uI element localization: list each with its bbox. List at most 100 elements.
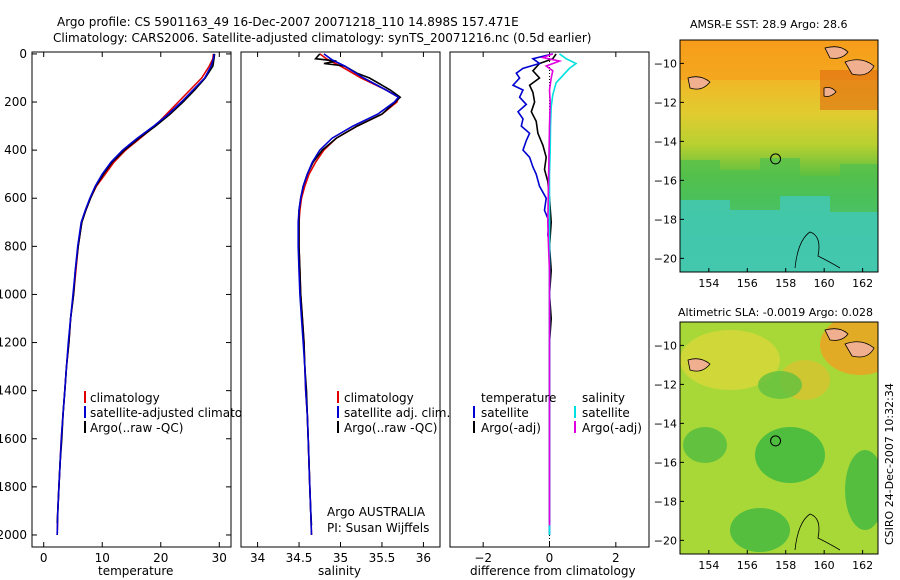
sla-lon-label: 156 bbox=[737, 559, 758, 572]
difference-x-axis: −2 0 2 bbox=[474, 52, 620, 565]
sst-lat-label: −12 bbox=[654, 96, 677, 109]
argo-program-label: Argo AUSTRALIA bbox=[327, 505, 426, 519]
csiro-timestamp: CSIRO 24-Dec-2007 10:32:34 bbox=[883, 383, 896, 545]
sla-island-3 bbox=[687, 358, 711, 372]
salinity-tick-label: 36 bbox=[416, 551, 431, 565]
sst-lat-label: −10 bbox=[654, 57, 677, 70]
difference-tick-label: 0 bbox=[546, 551, 554, 565]
sla-green-blob-4 bbox=[845, 450, 878, 530]
salinity-xlabel: salinity bbox=[318, 564, 361, 578]
sla-green-blob-1 bbox=[755, 427, 825, 483]
depth-tick-label: 600 bbox=[4, 191, 27, 205]
depth-tick-label: 1600 bbox=[0, 432, 27, 446]
diff-sal-argo-line bbox=[540, 53, 563, 526]
temperature-x-axis: 0 10 20 30 bbox=[40, 52, 227, 565]
sst-lon-label: 162 bbox=[852, 277, 873, 290]
sla-map: Altimetric SLA: -0.0019 Argo: 0.028 154 1… bbox=[654, 306, 879, 572]
title-line-1: Argo profile: CS 5901163_49 16-Dec-2007 … bbox=[57, 15, 519, 29]
legend-sal-argo: Argo(..raw -QC) bbox=[344, 421, 437, 435]
difference-xlabel: difference from climatology bbox=[470, 564, 636, 578]
sla-map-title: Altimetric SLA: -0.0019 Argo: 0.028 bbox=[678, 306, 873, 319]
sla-green-blob-5 bbox=[758, 371, 802, 399]
depth-tick-label: 1800 bbox=[0, 480, 27, 494]
sst-map-title: AMSR-E SST: 28.9 Argo: 28.6 bbox=[690, 18, 848, 31]
temperature-satellite-line bbox=[56, 53, 215, 536]
sst-cyan-zone bbox=[680, 196, 878, 272]
sla-profile-location-marker bbox=[770, 435, 782, 447]
legend-satellite: satellite-adjusted climatology bbox=[90, 406, 268, 420]
sst-island-4 bbox=[823, 87, 837, 97]
sla-island-1 bbox=[824, 328, 849, 341]
temperature-legend: climatology satellite-adjusted climatolo… bbox=[84, 391, 268, 435]
diff-temp-argo-line bbox=[528, 53, 557, 523]
title-line-2: Climatology: CARS2006. Satellite-adjuste… bbox=[53, 31, 591, 45]
sst-map-frame bbox=[679, 39, 879, 273]
salinity-x-axis: 34 34.5 35 35.5 36 bbox=[250, 52, 431, 565]
sla-lat-label: −12 bbox=[654, 378, 677, 391]
depth-axis: 0 200 400 600 800 1000 1200 1400 1600 1800 2000 bbox=[0, 47, 649, 542]
salinity-tick-label: 34 bbox=[250, 551, 265, 565]
difference-legend: temperature satellite Argo(-adj) salinit… bbox=[473, 391, 642, 435]
sla-island-2 bbox=[844, 341, 875, 358]
sla-lon-label: 154 bbox=[698, 559, 719, 572]
legend-argo: Argo(..raw -QC) bbox=[90, 421, 183, 435]
legend-diff-sal-argo: Argo(-adj) bbox=[582, 421, 642, 435]
difference-panel: −2 0 2 difference from climatology tempera… bbox=[449, 51, 650, 578]
sst-island-2 bbox=[844, 59, 875, 76]
difference-lines bbox=[511, 53, 578, 535]
salinity-axes-box bbox=[240, 51, 441, 548]
pi-label: PI: Susan Wijffels bbox=[327, 521, 429, 535]
legend-sal-satellite: satellite adj. clim. bbox=[344, 406, 450, 420]
salinity-tick-label: 34.5 bbox=[286, 551, 313, 565]
depth-tick-label: 400 bbox=[4, 143, 27, 157]
temperature-tick-label: 10 bbox=[95, 551, 110, 565]
sst-lon-label: 154 bbox=[698, 277, 719, 290]
sst-lat-label: −20 bbox=[654, 252, 677, 265]
legend-diff-salinity-heading: salinity bbox=[582, 391, 625, 405]
sla-yellow-blob-1 bbox=[680, 330, 780, 390]
salinity-tick-label: 35.5 bbox=[369, 551, 396, 565]
legend-diff-temp-satellite: satellite bbox=[481, 406, 529, 420]
sst-reef-contour bbox=[794, 231, 841, 269]
temperature-xlabel: temperature bbox=[98, 564, 173, 578]
depth-tick-label: 1000 bbox=[0, 287, 27, 301]
sla-lat-label: −20 bbox=[654, 534, 677, 547]
salinity-satellite-line bbox=[297, 53, 400, 536]
temperature-axes-box bbox=[31, 51, 232, 548]
legend-sal-climatology: climatology bbox=[344, 391, 414, 405]
depth-tick-label: 0 bbox=[19, 47, 27, 61]
sst-map-axes: 154 156 158 160 162 −10 −12 −14 −16 −18 −20 bbox=[654, 57, 873, 290]
sla-lat-label: −10 bbox=[654, 339, 677, 352]
sla-green-blob-3 bbox=[730, 508, 790, 552]
depth-tick-label: 1400 bbox=[0, 384, 27, 398]
difference-tick-label: −2 bbox=[474, 551, 492, 565]
sla-lon-label: 162 bbox=[852, 559, 873, 572]
sla-lon-label: 160 bbox=[814, 559, 835, 572]
temperature-lines bbox=[56, 53, 216, 536]
sla-lat-label: −18 bbox=[654, 495, 677, 508]
salinity-legend: climatology satellite adj. clim. Argo(..… bbox=[337, 391, 450, 435]
diff-sal-satellite-line bbox=[548, 53, 578, 535]
legend-diff-temp-argo: Argo(-adj) bbox=[481, 421, 541, 435]
sst-lat-label: −16 bbox=[654, 174, 677, 187]
sla-map-axes: 154 156 158 160 162 −10 −12 −14 −16 −18 −20 bbox=[654, 339, 873, 572]
temperature-climatology-line bbox=[56, 53, 215, 536]
sst-island-1 bbox=[824, 46, 849, 59]
temperature-tick-label: 20 bbox=[153, 551, 168, 565]
sst-lon-label: 160 bbox=[814, 277, 835, 290]
sst-profile-location-marker bbox=[770, 153, 782, 165]
difference-tick-label: 2 bbox=[612, 551, 620, 565]
sla-reef-contour bbox=[794, 513, 841, 551]
depth-tick-label: 2000 bbox=[0, 528, 27, 542]
temperature-tick-label: 0 bbox=[40, 551, 48, 565]
temperature-argo-line bbox=[56, 53, 216, 523]
temperature-tick-label: 30 bbox=[212, 551, 227, 565]
sla-map-frame bbox=[679, 321, 879, 555]
depth-tick-label: 1200 bbox=[0, 336, 27, 350]
salinity-tick-label: 35 bbox=[333, 551, 348, 565]
legend-diff-temperature-heading: temperature bbox=[481, 391, 556, 405]
sla-lat-label: −14 bbox=[654, 417, 677, 430]
salinity-panel: 34 34.5 35 35.5 36 salinity climatology sate… bbox=[240, 51, 450, 578]
